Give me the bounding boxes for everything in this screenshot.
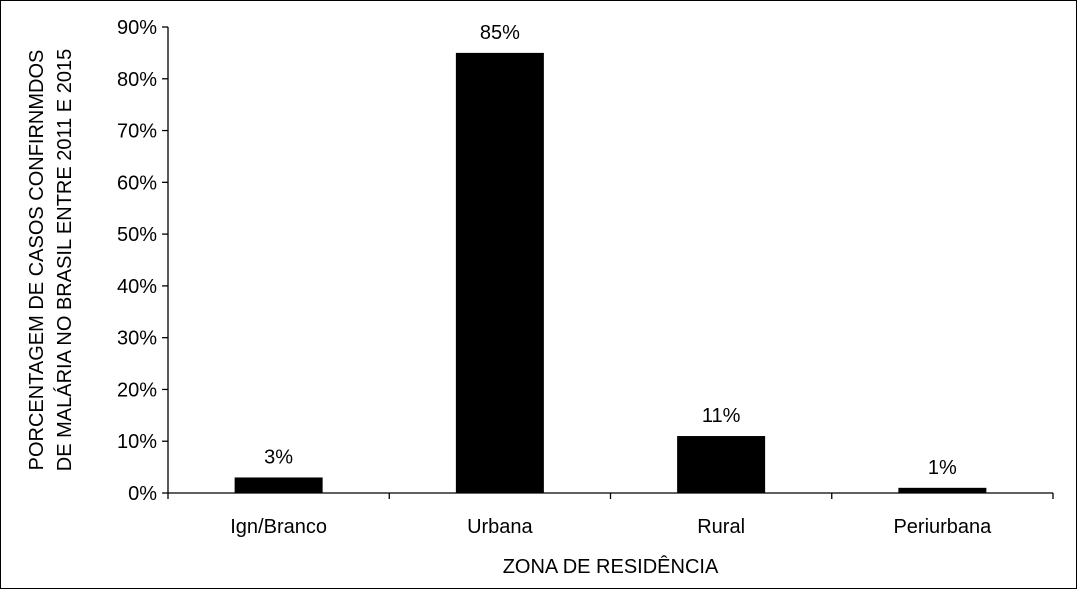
x-tick-label: Ign/Branco [230, 516, 327, 538]
y-axis-label-line-1: PORCENTAGEM DE CASOS CONFIRNMDOS [26, 50, 48, 471]
y-tick-label: 80% [117, 69, 157, 91]
y-tick-label: 0% [128, 483, 157, 505]
y-tick-label: 90% [117, 17, 157, 39]
bar-value-label: 3% [264, 446, 293, 468]
bar-value-label: 11% [702, 405, 741, 427]
y-tick-label: 30% [117, 328, 157, 350]
y-tick-label: 40% [117, 276, 157, 298]
y-axis-label-line-2: DE MALÁRIA NO BRASIL ENTRE 2011 E 2015 [53, 49, 76, 471]
bar-value-label: 85% [480, 22, 520, 44]
bar [677, 436, 766, 493]
x-axis-label: ZONA DE RESIDÊNCIA [503, 555, 719, 578]
x-tick-label: Rural [697, 516, 745, 538]
y-axis-label: PORCENTAGEM DE CASOS CONFIRNMDOS DE MALÁ… [26, 49, 76, 471]
x-tick-label: Urbana [467, 516, 533, 538]
bar [234, 477, 323, 493]
x-tick-label: Periurbana [893, 516, 992, 538]
bar [455, 52, 544, 494]
y-axis-ticks: 0% 10% 20% 30% 40% 50% 60% 70% 80% 90% [117, 17, 168, 505]
bars-group: 3% 85% 11% 1% [234, 22, 987, 494]
y-tick-label: 20% [117, 379, 157, 401]
y-tick-label: 50% [117, 224, 157, 246]
y-tick-label: 10% [117, 431, 157, 453]
y-tick-label: 70% [117, 121, 157, 143]
x-axis-ticks: Ign/Branco Urbana Rural Periurbana [167, 493, 1054, 538]
bar-value-label: 1% [928, 457, 957, 479]
y-tick-label: 60% [117, 172, 157, 194]
bar [898, 487, 987, 493]
